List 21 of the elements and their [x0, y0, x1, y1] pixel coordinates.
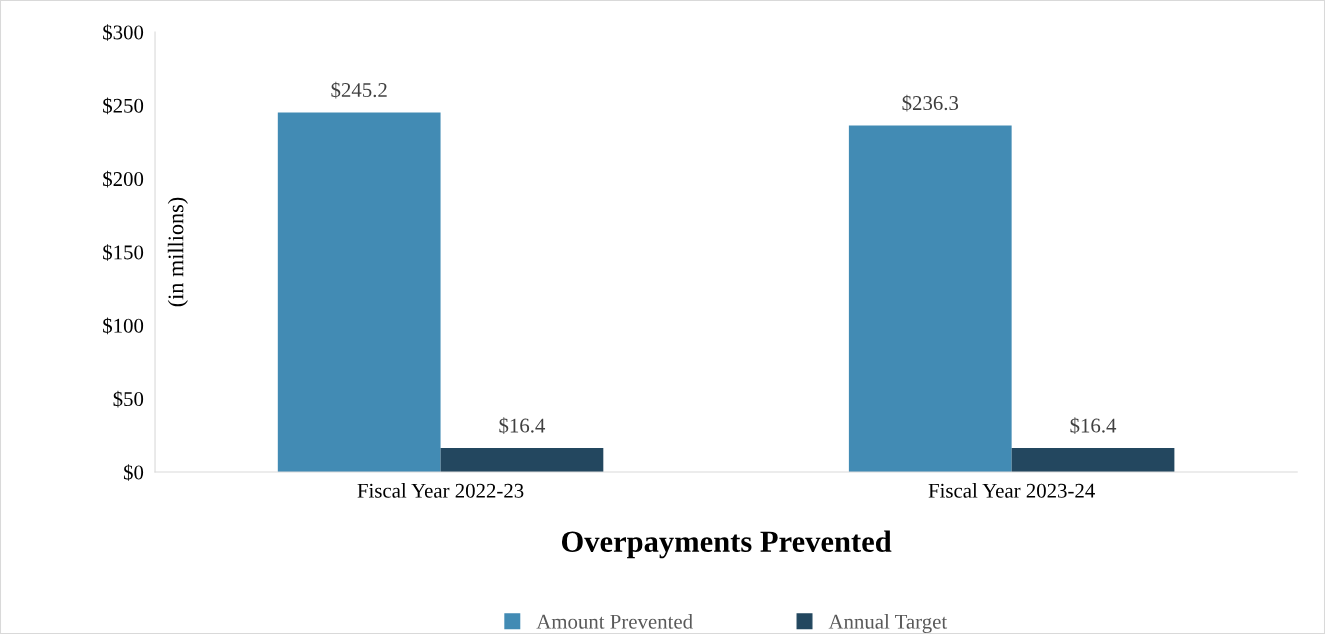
bar: [1011, 447, 1175, 473]
y-tick-label: $300: [103, 24, 144, 41]
data-label: $16.4: [1070, 417, 1117, 434]
data-label: $245.2: [331, 81, 387, 99]
y-tick-label: $150: [103, 244, 144, 261]
data-label: $236.3: [902, 94, 959, 112]
y-axis-title: (in millions): [167, 197, 188, 307]
bar: [277, 112, 441, 473]
bar: [440, 447, 604, 473]
x-tick-label: Fiscal Year 2023-24: [928, 483, 1095, 498]
bar: [848, 125, 1012, 473]
y-tick-label: $100: [103, 317, 144, 335]
y-tick-label: $200: [103, 170, 144, 188]
x-tick-label: Fiscal Year 2022-23: [357, 483, 524, 498]
text: Overpayments Prevented: [561, 530, 892, 559]
y-tick-label: $50: [113, 390, 144, 408]
legend-label: Annual Target: [828, 614, 948, 634]
legend-label: Amount Prevented: [536, 614, 693, 629]
y-tick-label: $250: [103, 97, 144, 115]
y-tick-label: $0: [123, 464, 144, 481]
data-label: $16.4: [499, 417, 546, 434]
